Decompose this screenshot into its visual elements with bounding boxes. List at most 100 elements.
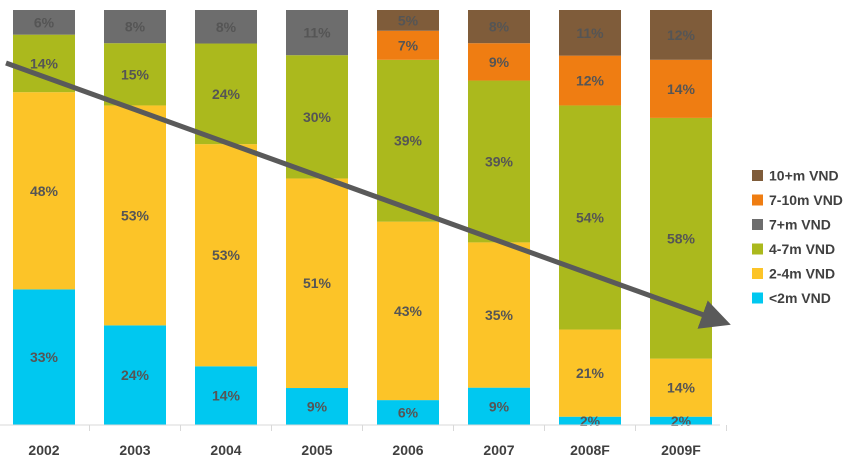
data-label-2-4m-vnd-2006: 43% [394,303,423,319]
x-tick-label-2003: 2003 [119,442,150,458]
bar-segment-10plus-m-vnd-2006 [377,10,439,31]
data-label-7-10m-vnd-2009f: 14% [667,81,696,97]
x-tick-label-2005: 2005 [301,442,332,458]
x-tick-label-2002: 2002 [28,442,59,458]
bar-segment-lt-2m-vnd-2008f [559,416,621,425]
bar-segment-2-4m-vnd-2007 [468,242,530,388]
data-label-4-7m-vnd-2009f: 58% [667,230,696,246]
data-label-2-4m-vnd-2007: 35% [485,307,514,323]
data-label-7plus-m-vnd-2002: 6% [34,14,55,30]
legend-label-lt-2m-vnd: <2m VND [769,290,831,306]
data-label-7plus-m-vnd-2004: 8% [216,19,237,35]
bar-segment-7-10m-vnd-2006 [377,30,439,60]
legend-swatch-7-10m-vnd [752,194,763,206]
data-label-4-7m-vnd-2003: 15% [121,66,150,82]
bar-segment-lt-2m-vnd-2005 [286,388,348,425]
bar-segment-4-7m-vnd-2003 [104,43,166,106]
legend-swatch-4-7m-vnd [752,243,763,255]
legend: 10+m VND 7-10m VND 7+m VND 4-7m VND 2-4m VND… [752,168,843,306]
data-label-4-7m-vnd-2006: 39% [394,133,423,149]
bar-segment-4-7m-vnd-2007 [468,80,530,243]
x-tick-label-2004: 2004 [210,442,241,458]
bar-segment-7-10m-vnd-2008f [559,55,621,106]
data-label-4-7m-vnd-2005: 30% [303,109,332,125]
legend-label-4-7m-vnd: 4-7m VND [769,241,835,257]
x-axis-labels-group: 2002 2003 2004 2005 2006 2007 2008F 2009F [28,442,701,458]
legend-item-10plus-m-vnd: 10+m VND [752,168,839,184]
bar-segment-10plus-m-vnd-2007 [468,10,530,44]
data-label-7plus-m-vnd-2003: 8% [125,19,146,35]
bar-segment-7-10m-vnd-2009f [650,59,712,118]
data-label-2-4m-vnd-2004: 53% [212,247,241,263]
data-label-2-4m-vnd-2008f: 21% [576,365,605,381]
data-label-lt-2m-vnd-2009f: 2% [671,413,692,429]
bar-segment-lt-2m-vnd-2002 [13,289,75,425]
bar-segment-10plus-m-vnd-2008f [559,10,621,56]
legend-item-lt-2m-vnd: <2m VND [752,290,831,306]
bar-segment-4-7m-vnd-2004 [195,43,257,145]
data-label-lt-2m-vnd-2002: 33% [30,349,59,365]
bar-segment-7plus-m-vnd-2002 [13,10,75,35]
bar-segment-2-4m-vnd-2003 [104,105,166,326]
segment-labels-group: 33% 48% 14% 6% 24% 53% 15% 8% 14% 53% 24% 8% 9% 51% 30… [30,12,696,428]
data-label-10plus-m-vnd-2008f: 11% [576,25,604,41]
x-axis-ticks-group [89,425,727,431]
data-label-lt-2m-vnd-2005: 9% [307,399,328,415]
data-label-10plus-m-vnd-2006: 5% [398,12,419,28]
data-label-7-10m-vnd-2006: 7% [398,37,419,53]
data-label-7-10m-vnd-2007: 9% [489,54,510,70]
data-label-2-4m-vnd-2002: 48% [30,183,59,199]
legend-item-2-4m-vnd: 2-4m VND [752,266,835,282]
data-label-4-7m-vnd-2008f: 54% [576,210,605,226]
trend-arrow [5,60,731,329]
data-label-4-7m-vnd-2004: 24% [212,86,241,102]
data-label-lt-2m-vnd-2004: 14% [212,388,241,404]
bar-segment-10plus-m-vnd-2009f [650,10,712,60]
legend-label-10plus-m-vnd: 10+m VND [769,168,839,184]
bar-segment-7plus-m-vnd-2004 [195,10,257,44]
legend-swatch-2-4m-vnd [752,268,763,279]
bar-segment-lt-2m-vnd-2006 [377,400,439,425]
data-label-lt-2m-vnd-2008f: 2% [580,413,601,429]
data-label-lt-2m-vnd-2003: 24% [121,367,150,383]
legend-label-2-4m-vnd: 2-4m VND [769,266,835,282]
bar-segment-4-7m-vnd-2008f [559,105,621,330]
x-tick-label-2007: 2007 [483,442,514,458]
data-label-7plus-m-vnd-2005: 11% [303,25,331,41]
bar-segment-2-4m-vnd-2008f [559,329,621,417]
legend-swatch-lt-2m-vnd [752,292,763,304]
bar-segment-7plus-m-vnd-2003 [104,10,166,44]
bar-segment-2-4m-vnd-2002 [13,92,75,290]
bar-segment-lt-2m-vnd-2004 [195,366,257,425]
bar-segment-7-10m-vnd-2007 [468,43,530,81]
bar-segment-2-4m-vnd-2005 [286,178,348,389]
data-label-2-4m-vnd-2005: 51% [303,275,332,291]
bars-group [13,10,712,425]
data-label-2-4m-vnd-2009f: 14% [667,380,696,396]
bar-segment-lt-2m-vnd-2007 [468,387,530,425]
bar-segment-4-7m-vnd-2006 [377,59,439,222]
data-label-lt-2m-vnd-2007: 9% [489,398,510,414]
bar-segment-lt-2m-vnd-2003 [104,325,166,425]
data-label-4-7m-vnd-2007: 39% [485,153,514,169]
x-tick-label-2008f: 2008F [570,442,610,458]
legend-item-4-7m-vnd: 4-7m VND [752,241,835,257]
data-label-2-4m-vnd-2003: 53% [121,207,150,223]
x-tick-label-2006: 2006 [392,442,423,458]
data-label-10plus-m-vnd-2009f: 12% [667,27,696,43]
bar-segment-2-4m-vnd-2006 [377,221,439,401]
data-label-lt-2m-vnd-2006: 6% [398,405,419,421]
data-label-10plus-m-vnd-2007: 8% [489,19,510,35]
legend-swatch-7plus-m-vnd [752,219,763,230]
bar-segment-7plus-m-vnd-2005 [286,10,348,56]
bar-segment-2-4m-vnd-2009f [650,358,712,417]
legend-item-7plus-m-vnd: 7+m VND [752,217,831,233]
legend-item-7-10m-vnd: 7-10m VND [752,192,843,208]
x-tick-label-2009f: 2009F [661,442,701,458]
bar-segment-4-7m-vnd-2005 [286,55,348,179]
legend-swatch-10plus-m-vnd [752,170,763,181]
legend-label-7-10m-vnd: 7-10m VND [769,192,843,208]
legend-label-7plus-m-vnd: 7+m VND [769,217,831,233]
bar-segment-lt-2m-vnd-2009f [650,416,712,425]
